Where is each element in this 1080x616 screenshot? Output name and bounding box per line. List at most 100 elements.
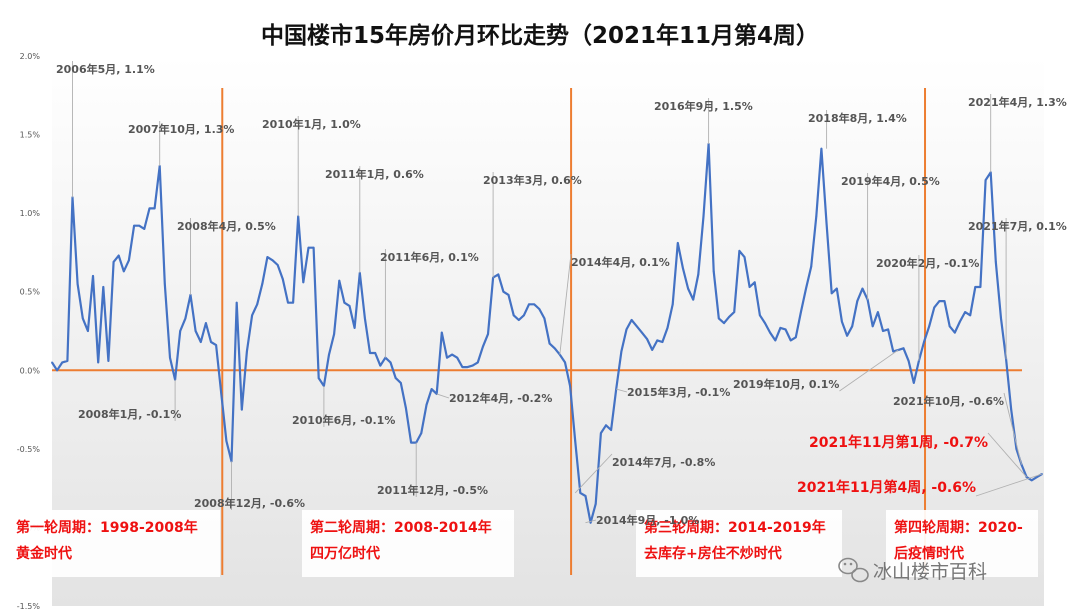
data-point	[969, 314, 972, 317]
y-tick-label: 0.5%	[20, 288, 41, 297]
data-point	[723, 322, 725, 324]
data-label: 2015年3月, -0.1%	[627, 385, 730, 399]
data-point	[912, 382, 915, 384]
data-point	[225, 440, 228, 442]
data-label: 2021年4月, 1.3%	[968, 95, 1067, 109]
data-point	[717, 317, 720, 320]
data-label: 2020年2月, -0.1%	[876, 256, 979, 270]
data-point	[769, 331, 771, 334]
data-point	[851, 325, 854, 328]
data-point	[574, 440, 577, 442]
data-point	[543, 317, 546, 320]
data-label: 2021年11月第4周, -0.6%	[797, 479, 976, 496]
data-point	[420, 432, 423, 434]
data-point	[835, 287, 838, 290]
data-point	[564, 361, 566, 364]
data-point	[497, 273, 500, 276]
data-label: 2008年12月, -0.6%	[194, 496, 305, 510]
data-point	[440, 331, 443, 334]
data-point	[1000, 317, 1002, 320]
series-line	[51, 142, 1043, 524]
watermark-text: 冰山楼市百科	[873, 561, 987, 583]
data-point	[210, 341, 212, 343]
data-point	[733, 311, 736, 313]
data-point	[169, 356, 171, 359]
data-point	[748, 286, 751, 288]
data-label: 2019年10月, 0.1%	[733, 377, 839, 391]
data-point	[194, 330, 197, 332]
leader-line	[436, 393, 450, 399]
data-point	[220, 393, 223, 395]
data-point	[805, 287, 807, 290]
leader-line	[616, 388, 628, 393]
data-point	[661, 341, 664, 343]
data-label: 2013年3月, 0.6%	[483, 173, 582, 187]
data-point	[594, 503, 597, 505]
data-point	[425, 404, 428, 406]
data-point	[630, 319, 633, 321]
data-point	[281, 278, 284, 280]
data-point	[656, 339, 659, 342]
data-point	[666, 327, 669, 329]
data-point	[163, 283, 166, 285]
data-label: 2011年1月, 0.6%	[325, 167, 424, 181]
data-point	[66, 360, 69, 362]
data-point	[938, 300, 941, 302]
data-point	[584, 495, 587, 497]
data-point	[794, 336, 797, 339]
data-point	[107, 360, 110, 362]
data-point	[328, 353, 330, 356]
data-point	[507, 294, 510, 296]
data-point	[682, 267, 684, 269]
data-point	[153, 207, 156, 210]
data-point	[861, 287, 864, 290]
data-label: 2018年8月, 1.4%	[808, 111, 907, 125]
data-point	[825, 223, 828, 226]
data-point	[353, 327, 356, 329]
leader-line	[987, 432, 1027, 478]
wechat-icon	[838, 557, 869, 583]
data-point	[548, 342, 551, 345]
data-point	[374, 352, 377, 354]
data-label: 2007年10月, 1.3%	[128, 122, 234, 136]
data-point	[476, 361, 479, 364]
data-point	[205, 322, 207, 324]
data-point	[610, 429, 612, 431]
data-point	[789, 339, 792, 342]
data-point	[410, 441, 412, 444]
data-point	[994, 261, 997, 263]
cycle-label-text: 第二轮周期：2008-2014年	[310, 519, 492, 536]
data-point	[246, 350, 248, 353]
data-label: 2006年5月, 1.1%	[56, 62, 155, 76]
data-point	[943, 300, 946, 302]
data-point	[538, 308, 541, 310]
data-point	[579, 492, 582, 494]
data-point	[774, 339, 777, 342]
data-point	[117, 254, 120, 257]
data-point	[261, 283, 264, 285]
data-label: 2021年11月第1周, -0.7%	[809, 434, 988, 451]
data-point	[964, 311, 966, 313]
data-point	[287, 301, 289, 304]
data-point	[712, 270, 715, 273]
y-tick-label: -1.5%	[17, 602, 41, 611]
data-point	[974, 286, 977, 288]
y-tick-label: 1.5%	[20, 131, 41, 140]
leader-line	[585, 519, 597, 524]
data-point	[512, 314, 515, 317]
data-point	[697, 273, 700, 276]
data-point	[312, 246, 315, 249]
data-point	[271, 259, 274, 262]
data-point	[348, 305, 351, 307]
data-point	[389, 361, 392, 364]
data-point	[877, 311, 879, 313]
data-point	[764, 322, 766, 324]
data-point	[302, 281, 305, 284]
data-point	[471, 364, 474, 367]
data-point	[928, 325, 931, 328]
data-point	[430, 388, 433, 390]
data-point	[953, 331, 956, 334]
data-label: 2016年9月, 1.5%	[654, 99, 753, 113]
